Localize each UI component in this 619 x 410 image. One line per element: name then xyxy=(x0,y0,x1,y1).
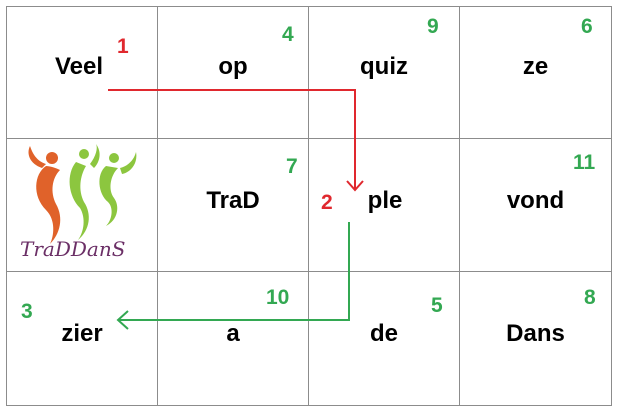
cell-number: 11 xyxy=(573,151,596,174)
cell-word: de xyxy=(369,320,398,347)
cell-word: vond xyxy=(506,187,565,214)
cell-number: 4 xyxy=(282,23,294,46)
cell-number: 9 xyxy=(427,15,439,38)
grid-cell: vond 11 xyxy=(459,138,612,272)
grid-cell: op 4 xyxy=(157,6,309,139)
grid-cell: a 10 xyxy=(157,271,309,406)
cell-number: 2 xyxy=(321,191,333,214)
cell-word: a xyxy=(226,320,240,347)
cell-word: ze xyxy=(522,53,549,80)
cell-number: 10 xyxy=(266,286,290,309)
grid-cell: TraD 7 xyxy=(157,138,309,272)
grid-cell: Veel 1 xyxy=(6,6,158,139)
grid-cell: ze 6 xyxy=(459,6,612,139)
cell-number: 7 xyxy=(286,155,298,178)
logo-text: TraDDanS xyxy=(20,237,125,261)
traddans-logo-icon: TraDDanS xyxy=(16,144,140,264)
cell-word: ple xyxy=(367,187,403,214)
grid-cell: de 5 xyxy=(308,271,460,406)
cell-number: 5 xyxy=(431,294,443,317)
cell-number: 8 xyxy=(584,286,596,309)
cell-word: op xyxy=(218,53,248,80)
cell-word: zier xyxy=(61,320,103,347)
cell-number: 6 xyxy=(581,15,593,38)
grid-cell: Dans 8 xyxy=(459,271,612,406)
cell-word: TraD xyxy=(206,187,260,214)
cell-word: Veel xyxy=(54,53,104,80)
cell-number: 1 xyxy=(117,35,129,58)
grid-cell: zier 3 xyxy=(6,271,158,406)
grid-cell: ple 2 xyxy=(308,138,460,272)
grid-cell: quiz 9 xyxy=(308,6,460,139)
cell-word: quiz xyxy=(360,53,408,80)
cell-number: 3 xyxy=(21,300,33,323)
cell-word: Dans xyxy=(506,320,565,347)
